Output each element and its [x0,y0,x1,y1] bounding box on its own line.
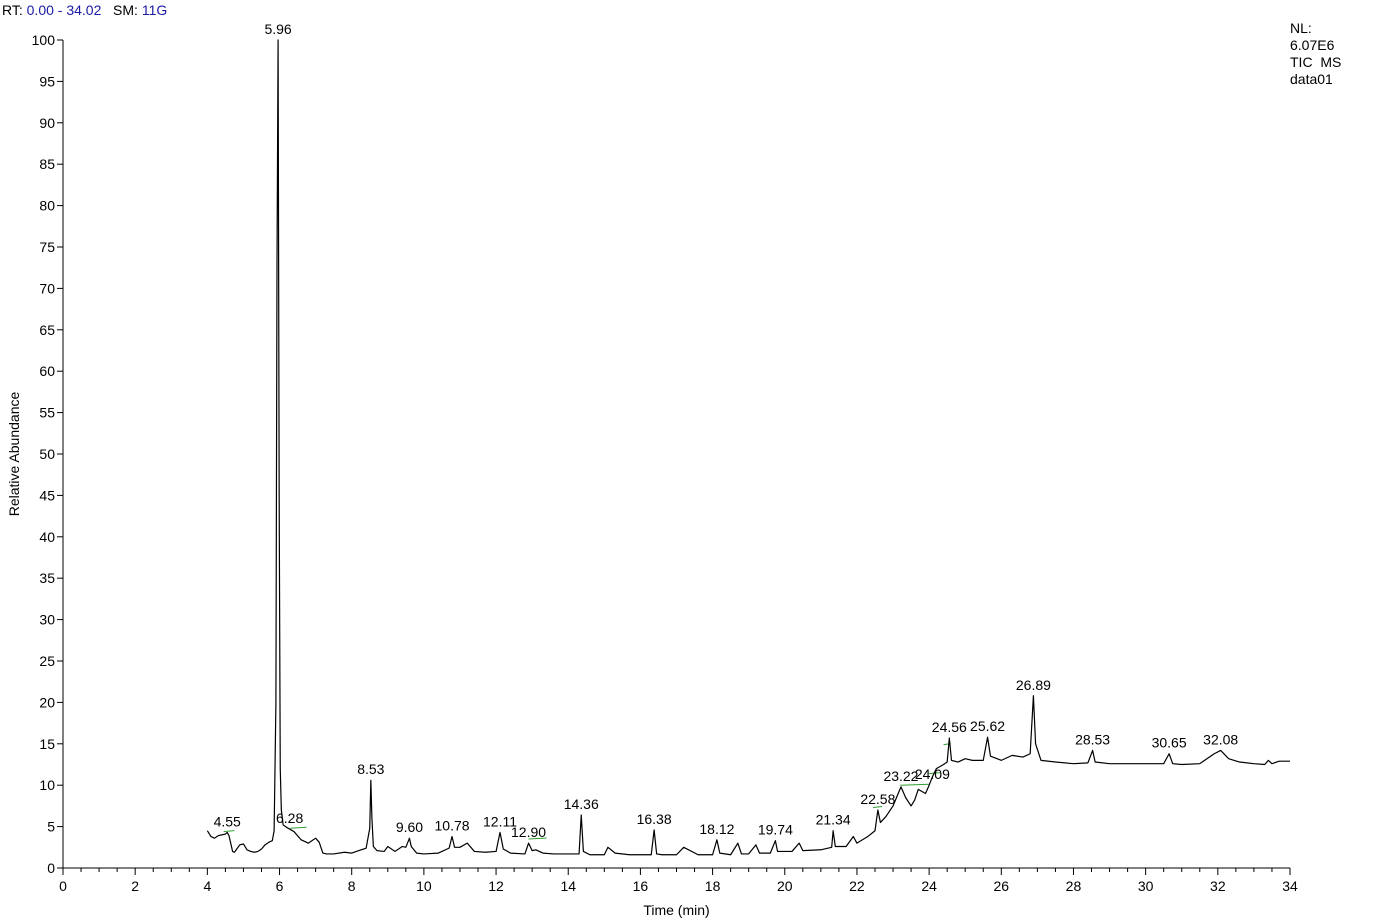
baseline-marker [873,806,883,809]
baseline-marker [528,837,547,840]
normalization-info: NL: 6.07E6 TIC MS data01 [1290,20,1341,88]
y-tick-label: 15 [39,736,55,752]
rt-value: 0.00 - 34.02 [26,2,102,18]
y-tick-label: 70 [39,280,55,296]
y-axis-ticks: 0 5 10 15 20 25 30 35 40 45 50 55 60 65 70 75 80 85 90 95 10… [32,32,63,876]
peak-label: 12.11 [483,813,517,829]
x-tick-label: 12 [488,878,504,894]
nl-value: 6.07E6 [1290,37,1335,53]
y-axis-label: Relative Abundance [6,392,22,517]
y-tick-label: 60 [39,363,55,379]
baseline-marker [290,826,307,829]
y-tick-label: 80 [39,198,55,214]
x-tick-label: 32 [1210,878,1226,894]
peak-label: 23.22 [883,768,918,784]
peak-label: 26.89 [1016,677,1051,693]
x-axis-ticks: 0 2 4 6 8 10 12 14 16 18 20 22 24 26 28 30 32 34 [59,868,1298,894]
baseline-marker [223,830,235,833]
x-tick-label: 28 [1066,878,1082,894]
peak-label: 14.36 [564,796,599,812]
y-tick-label: 5 [47,819,55,835]
y-tick-label: 85 [39,156,55,172]
y-tick-label: 25 [39,653,55,669]
tic-trace-line [206,39,1290,856]
x-tick-label: 30 [1138,878,1154,894]
x-tick-label: 6 [276,878,284,894]
x-tick-label: 18 [705,878,721,894]
peak-label: 28.53 [1075,731,1110,747]
y-tick-label: 30 [39,612,55,628]
x-tick-label: 24 [921,878,937,894]
y-tick-label: 45 [39,487,55,503]
y-tick-label: 50 [39,446,55,462]
x-tick-label: 22 [849,878,865,894]
y-tick-label: 40 [39,529,55,545]
peak-label: 9.60 [396,819,423,835]
y-tick-label: 90 [39,115,55,131]
rt-label: RT: [2,2,23,18]
header-bar: RT: 0.00 - 34.02 SM: 11G [2,2,167,18]
peak-label: 12.90 [511,824,546,840]
x-tick-label: 8 [348,878,356,894]
peak-label: 8.53 [357,761,384,777]
y-tick-label: 75 [39,239,55,255]
x-tick-label: 2 [131,878,139,894]
y-tick-label: 55 [39,405,55,421]
x-tick-label: 0 [59,878,67,894]
x-tick-label: 16 [633,878,649,894]
y-tick-label: 100 [32,32,56,48]
scan-type: TIC MS [1290,54,1342,70]
y-tick-label: 65 [39,322,55,338]
sm-label: SM: [113,2,138,18]
x-axis-label: Time (min) [643,902,709,918]
peak-label: 19.74 [758,822,793,838]
peak-label: 18.12 [699,821,734,837]
y-tick-label: 0 [47,860,55,876]
x-tick-label: 26 [994,878,1010,894]
x-tick-label: 34 [1282,878,1298,894]
baseline-marker [900,783,930,786]
y-tick-label: 95 [39,73,55,89]
peak-label: 30.65 [1152,735,1187,751]
peak-label: 10.78 [435,818,470,834]
x-tick-label: 14 [560,878,576,894]
peak-label: 5.96 [264,21,291,37]
peak-label: 32.08 [1203,731,1238,747]
peak-label: 24.56 [932,719,967,735]
x-tick-label: 10 [416,878,432,894]
peak-label: 24.09 [915,766,950,782]
peak-label: 16.38 [637,811,672,827]
y-tick-label: 20 [39,694,55,710]
sm-value: 11G [141,2,168,18]
peak-label: 25.62 [970,718,1005,734]
y-tick-label: 10 [39,777,55,793]
peak-label: 6.28 [276,810,303,826]
x-tick-label: 4 [203,878,211,894]
file-name: data01 [1290,71,1333,87]
peak-label: 22.58 [860,791,895,807]
x-tick-label: 20 [777,878,793,894]
y-tick-label: 35 [39,570,55,586]
peak-label: 4.55 [214,813,241,829]
peak-label: 21.34 [816,812,851,828]
nl-label: NL: [1290,20,1312,36]
